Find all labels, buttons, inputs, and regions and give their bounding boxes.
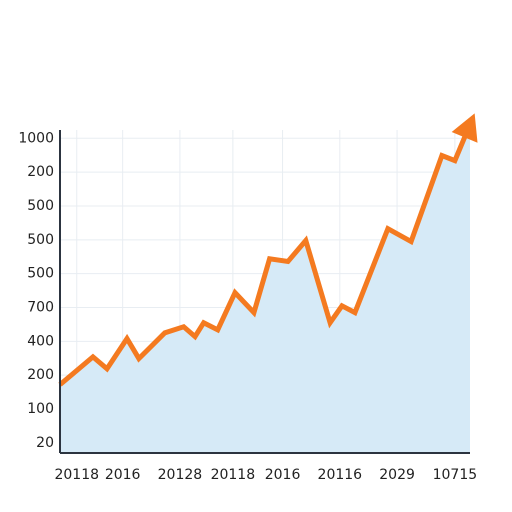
y-tick-label: 200 xyxy=(27,164,54,180)
y-tick-label: 500 xyxy=(27,232,54,248)
x-tick-label: 20118 xyxy=(54,467,99,483)
arrow-head xyxy=(451,113,478,143)
x-tick-label: 20128 xyxy=(158,467,203,483)
x-tick-label: 2016 xyxy=(105,467,141,483)
y-tick-label: 1000 xyxy=(18,130,54,146)
x-tick-label: 10715 xyxy=(433,467,478,483)
x-tick-label: 2029 xyxy=(379,467,415,483)
x-tick-label: 20118 xyxy=(211,467,256,483)
y-tick-label: 20 xyxy=(36,435,54,451)
y-tick-label: 100 xyxy=(27,401,54,417)
y-tick-label: 200 xyxy=(27,367,54,383)
x-tick-label: 2016 xyxy=(265,467,301,483)
y-tick-label: 500 xyxy=(27,198,54,214)
area xyxy=(60,124,470,453)
y-tick-label: 700 xyxy=(27,299,54,315)
y-tick-label: 500 xyxy=(27,266,54,282)
line xyxy=(58,123,473,387)
y-tick-label: 400 xyxy=(27,333,54,349)
x-tick-label: 20116 xyxy=(318,467,363,483)
